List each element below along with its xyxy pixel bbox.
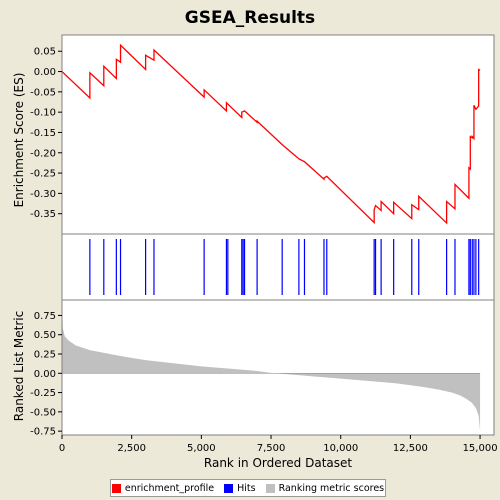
legend-label: enrichment_profile — [124, 482, 215, 494]
legend-item-enrichment-profile: enrichment_profile — [111, 482, 215, 494]
metric-y-tick-label: 0.25 — [34, 350, 56, 361]
metric-y-tick-label: -0.25 — [30, 388, 56, 399]
metric-y-tick-label: -0.50 — [30, 407, 56, 418]
es-y-tick-label: -0.20 — [30, 148, 56, 159]
es-y-tick-label: 0.05 — [34, 47, 56, 58]
es-y-tick-label: -0.35 — [30, 209, 56, 220]
chart-title: GSEA_Results — [185, 8, 315, 28]
legend-swatch-blue — [224, 483, 234, 493]
legend-swatch-gray — [265, 483, 275, 493]
es-y-tick-label: -0.10 — [30, 108, 56, 119]
legend-label: Hits — [237, 482, 256, 494]
metric-y-tick-label: 0.75 — [34, 311, 56, 322]
metric-y-tick-label: 0.50 — [34, 330, 56, 341]
legend-label: Ranking metric scores — [278, 482, 385, 494]
x-tick-label: 15,000 — [463, 443, 498, 454]
metric-y-tick-label: 0.00 — [34, 369, 56, 380]
legend-item-ranking-metric: Ranking metric scores — [265, 482, 385, 494]
es-y-axis-label: Enrichment Score (ES) — [12, 73, 26, 208]
legend-item-hits: Hits — [224, 482, 256, 494]
es-y-tick-label: -0.25 — [30, 169, 56, 180]
x-axis-label: Rank in Ordered Dataset — [204, 456, 352, 470]
es-y-tick-label: -0.30 — [30, 189, 56, 200]
metric-y-axis-label: Ranked List Metric — [12, 311, 26, 421]
legend: enrichment_profile Hits Ranking metric s… — [110, 479, 386, 497]
metric-y-tick-label: -0.75 — [30, 427, 56, 438]
es-y-tick-label: -0.15 — [30, 128, 56, 139]
metric-panel-frame — [61, 299, 495, 436]
x-tick-label: 7,500 — [257, 443, 286, 454]
x-tick-label: 0 — [59, 443, 65, 454]
x-tick-label: 12,500 — [393, 443, 428, 454]
x-tick-label: 2,500 — [117, 443, 146, 454]
x-tick-label: 5,000 — [187, 443, 216, 454]
es-y-tick-label: 0.00 — [34, 67, 56, 78]
enrichment-profile-line — [61, 43, 481, 225]
es-y-tick-label: -0.05 — [30, 87, 56, 98]
ranking-metric-area — [62, 305, 481, 432]
x-tick-label: 10,000 — [323, 443, 358, 454]
legend-swatch-red — [111, 483, 121, 493]
